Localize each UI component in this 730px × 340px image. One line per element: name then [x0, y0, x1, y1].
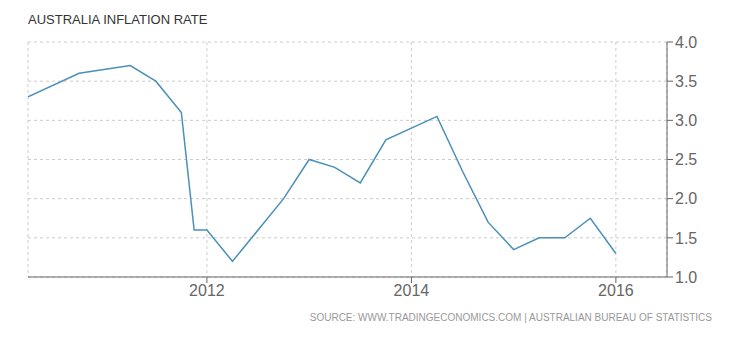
svg-text:4.0: 4.0 — [675, 34, 697, 51]
svg-text:2.0: 2.0 — [675, 190, 697, 207]
html-text:AUSTRALIA INFLATION RATE: AUSTRALIA INFLATION RATE — [28, 12, 208, 27]
svg-text:2016: 2016 — [598, 282, 634, 299]
html-text:SOURCE: WWW.TRADINGECONOMICS.C: SOURCE: WWW.TRADINGECONOMICS.COM | AUSTR… — [309, 312, 712, 323]
svg-text:2012: 2012 — [189, 282, 225, 299]
svg-text:2.5: 2.5 — [675, 151, 697, 168]
svg-text:2014: 2014 — [394, 282, 430, 299]
svg-text:1.0: 1.0 — [675, 269, 697, 286]
svg-text:3.0: 3.0 — [675, 112, 697, 129]
svg-text:1.5: 1.5 — [675, 230, 697, 247]
svg-text:3.5: 3.5 — [675, 73, 697, 90]
